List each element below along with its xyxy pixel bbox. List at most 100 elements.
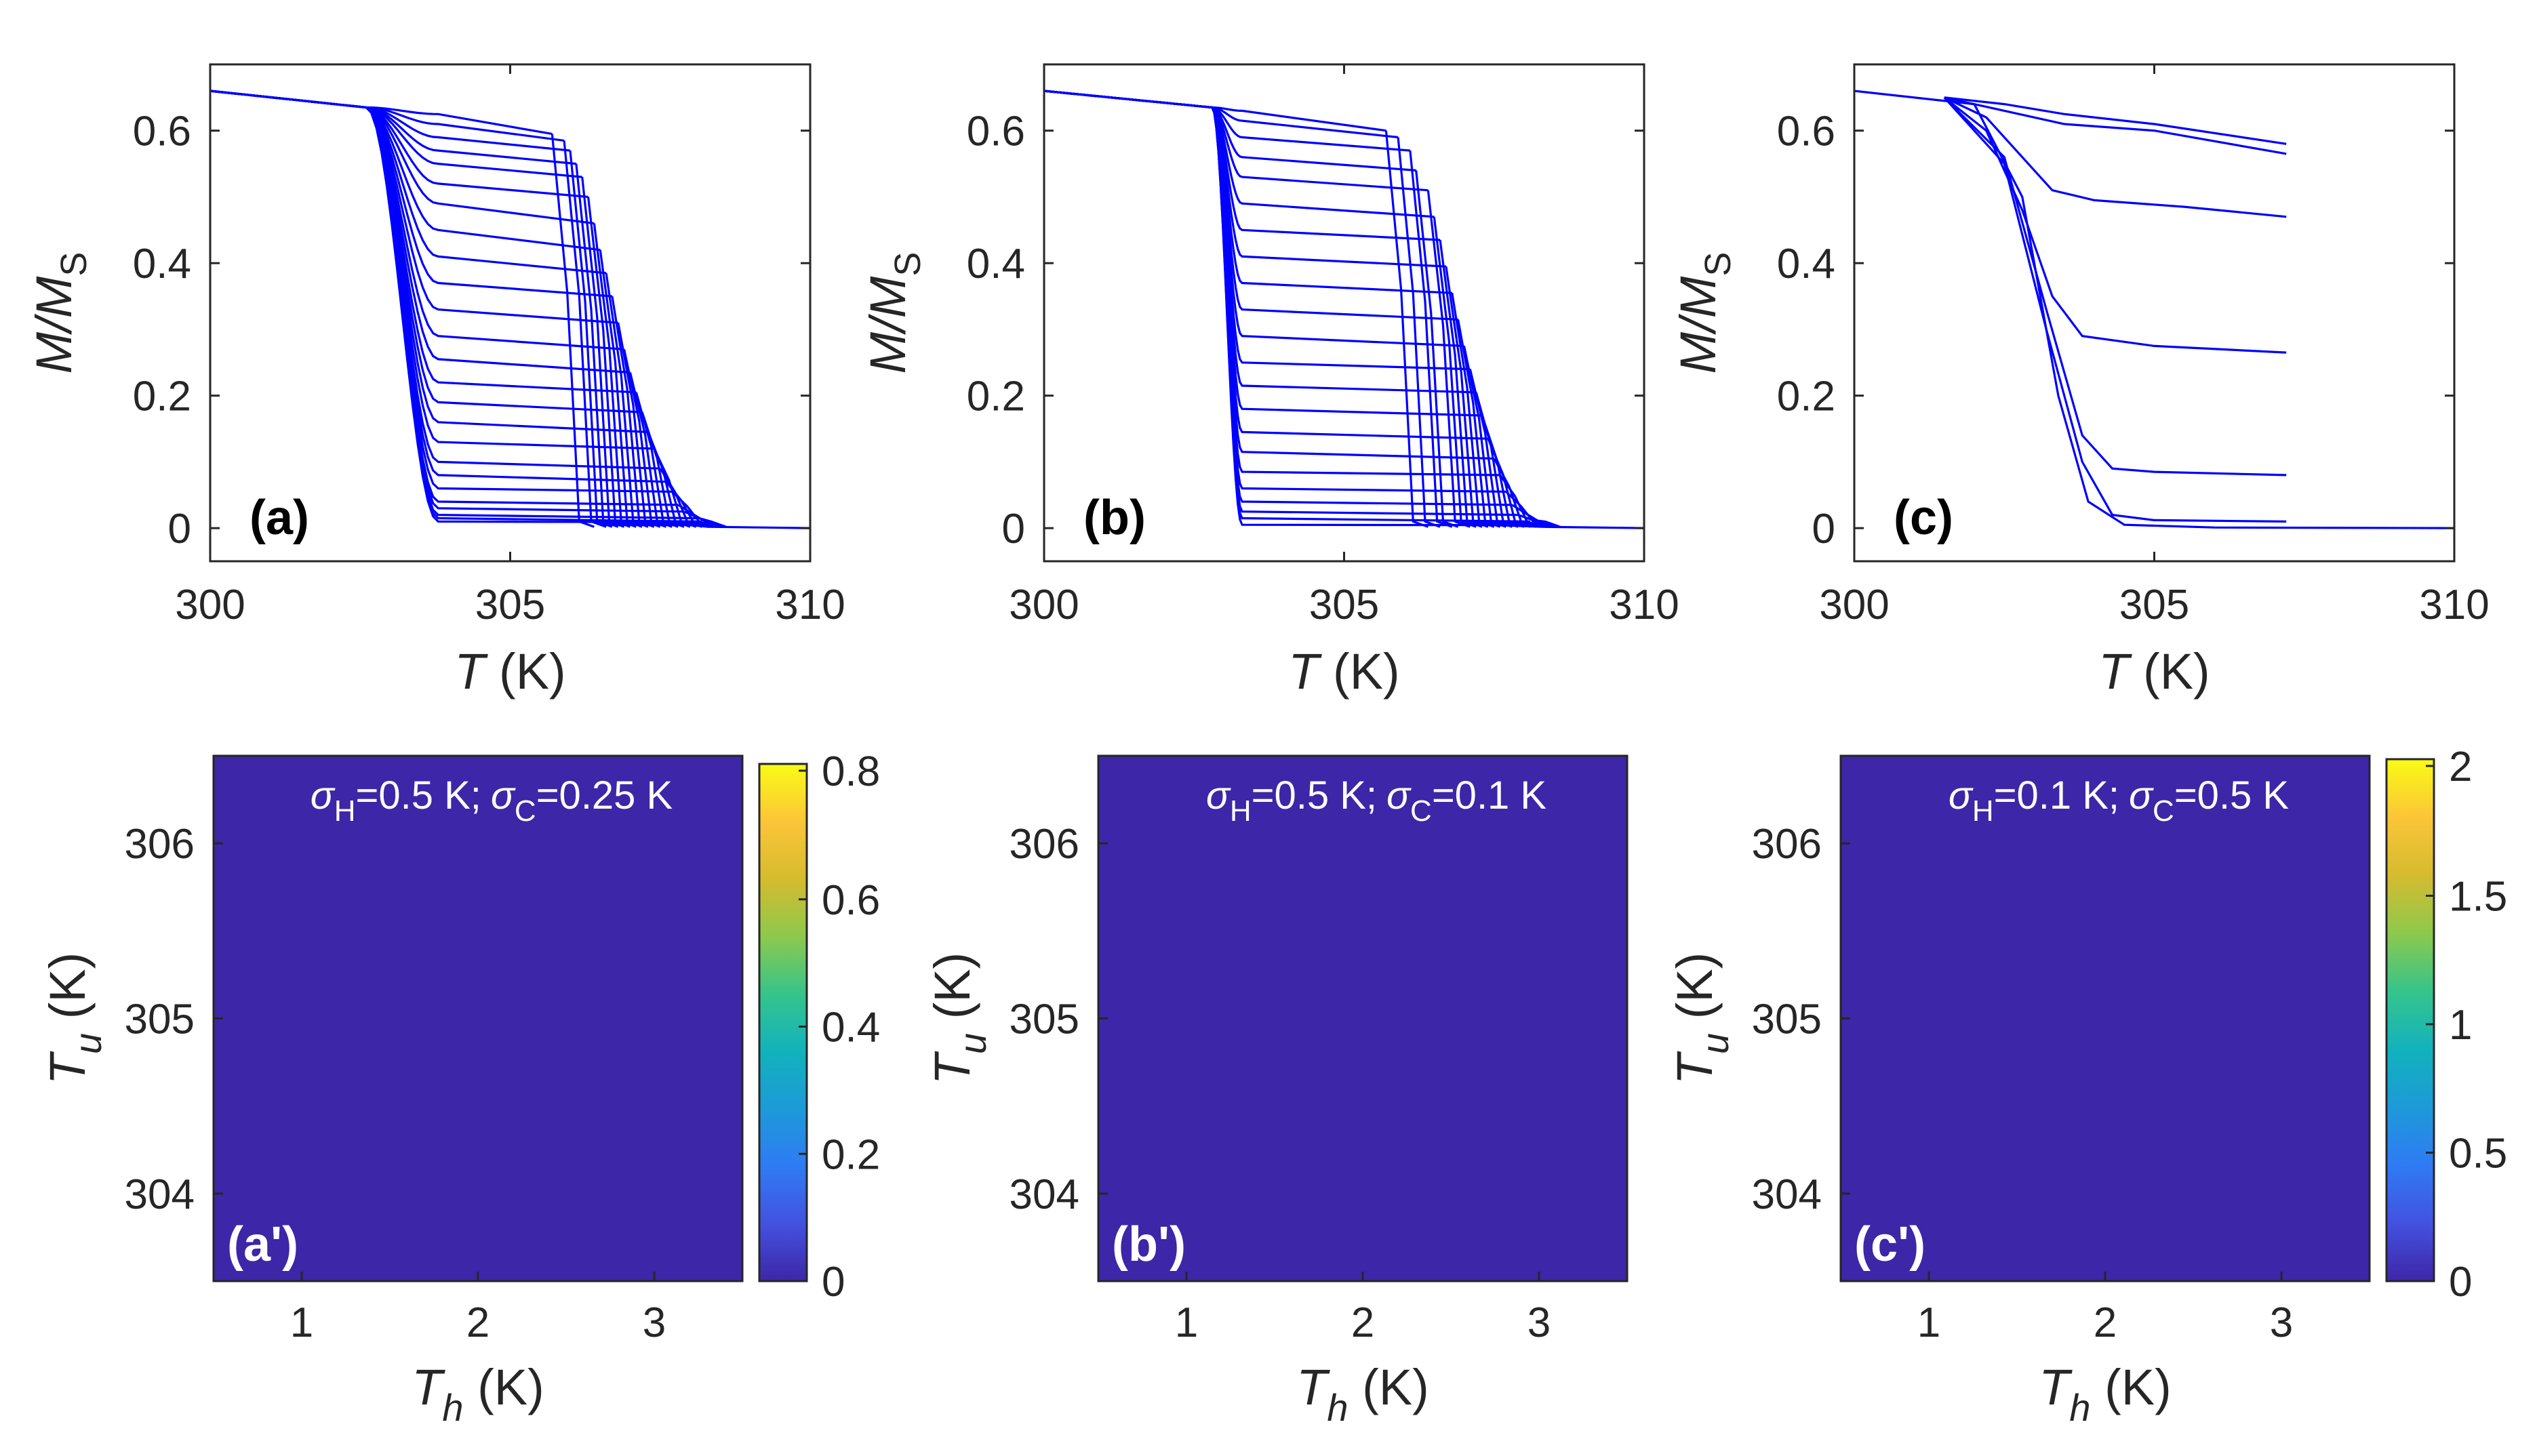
curve-c3 bbox=[1943, 96, 2287, 354]
x-tick-label: 300 bbox=[1009, 582, 1079, 628]
x-tick-label: 305 bbox=[2119, 582, 2189, 628]
y-tick-label: 0 bbox=[1002, 506, 1025, 552]
plot-frame bbox=[1043, 63, 1645, 563]
colorbar-tick-label: 0.5 bbox=[2449, 1131, 2507, 1177]
y-tick-label: 0.6 bbox=[1777, 108, 1835, 155]
y-tick-label: 305 bbox=[1752, 996, 1822, 1043]
y-tick-label: 0.2 bbox=[133, 373, 191, 420]
curve-m10-return bbox=[641, 411, 685, 528]
curve-m9 bbox=[210, 89, 649, 433]
curve-m22-return bbox=[569, 150, 613, 528]
panel-label: (c) bbox=[1894, 491, 1953, 545]
curve-c2 bbox=[1943, 96, 2287, 477]
curve-m14-return bbox=[617, 322, 661, 528]
curve-m3-return bbox=[1511, 504, 1555, 528]
plot-frame bbox=[1853, 63, 2456, 563]
x-axis-label: Th (K) bbox=[1296, 1359, 1429, 1429]
y-tick-label: 306 bbox=[1752, 821, 1822, 868]
colorbar-tick-label: 0.2 bbox=[822, 1131, 880, 1178]
y-axis-label: M/MS bbox=[26, 252, 94, 374]
panel-label: (a') bbox=[227, 1217, 298, 1272]
panel-label: (c') bbox=[1854, 1217, 1925, 1272]
x-axis-label: T (K) bbox=[2098, 643, 2210, 700]
y-axis-label: M/MS bbox=[1670, 252, 1738, 374]
x-tick-label: 2 bbox=[2094, 1299, 2117, 1346]
colorbar-tick-label: 0.8 bbox=[822, 748, 880, 795]
curve-m16-return bbox=[605, 272, 649, 528]
x-tick-label: 3 bbox=[2270, 1299, 2293, 1346]
curve-m15-return bbox=[611, 296, 655, 528]
y-tick-label: 0 bbox=[168, 506, 191, 552]
x-tick-label: 1 bbox=[290, 1299, 313, 1346]
curve-m21-return bbox=[1384, 130, 1429, 528]
y-tick-label: 306 bbox=[1010, 821, 1079, 868]
curve-m17-return bbox=[599, 249, 643, 528]
x-tick-label: 3 bbox=[643, 1299, 666, 1346]
curve-outer-plateau bbox=[1044, 89, 1644, 529]
panel-label: (b') bbox=[1112, 1217, 1186, 1272]
curve-m14 bbox=[210, 89, 618, 324]
y-axis-label: Tu (K) bbox=[39, 952, 109, 1085]
curve-c6 bbox=[1944, 96, 2287, 145]
curve-m21 bbox=[1044, 89, 1386, 132]
colorbar-tick-label: 1 bbox=[2449, 1002, 2472, 1049]
x-axis-label: Th (K) bbox=[412, 1359, 544, 1429]
x-tick-label: 3 bbox=[1527, 1299, 1551, 1346]
line-chart-2: 300 305 310 0 0.2 0.4 0.6 T (K) M/MS (c) bbox=[1670, 63, 2490, 700]
curve-m10-return bbox=[1469, 369, 1513, 528]
y-tick-label: 304 bbox=[125, 1171, 195, 1218]
x-axis-label: T (K) bbox=[454, 643, 565, 700]
sigma-annotation: σH=0.5 K; σC=0.1 K bbox=[1206, 773, 1547, 828]
curve-m18 bbox=[1044, 89, 1416, 171]
colorbar-tick-label: 1.5 bbox=[2449, 874, 2507, 921]
x-tick-label: 2 bbox=[1351, 1299, 1374, 1346]
bottom-row-heatmaps: 1 2 3 304 305 306 Th (K) Tu (K) σH=0.5 K; σC=0.25… bbox=[39, 744, 2507, 1429]
curve-m19-return bbox=[587, 197, 631, 528]
colorbar-gradient bbox=[2385, 758, 2435, 1282]
x-tick-label: 1 bbox=[1917, 1299, 1940, 1346]
curve-m11-return bbox=[635, 392, 679, 528]
curve-m18-return bbox=[1415, 170, 1459, 528]
heatmap-1: 1 2 3 304 305 306 Th (K) Tu (K) σH=0.5 K; σC=0.1 … bbox=[924, 754, 1629, 1429]
panel-label: (b) bbox=[1083, 491, 1146, 545]
sigma-annotation: σH=0.1 K; σC=0.5 K bbox=[1949, 773, 2290, 828]
curve-group bbox=[1854, 89, 2454, 529]
curve-m14 bbox=[1044, 89, 1446, 268]
curve-m24-return bbox=[551, 134, 595, 528]
x-tick-label: 300 bbox=[1819, 582, 1889, 628]
x-tick-label: 1 bbox=[1175, 1299, 1198, 1346]
curve-m7-return bbox=[659, 468, 703, 528]
curve-m21-return bbox=[575, 163, 619, 528]
colorbar: 0 0.5 1 1.5 2 bbox=[2385, 744, 2507, 1306]
y-tick-label: 304 bbox=[1752, 1171, 1822, 1218]
panel-label: (a) bbox=[249, 491, 309, 545]
y-tick-label: 0.6 bbox=[967, 108, 1025, 155]
curve-m24 bbox=[210, 89, 553, 136]
colorbar: 0 0.2 0.4 0.6 0.8 bbox=[758, 748, 880, 1306]
y-tick-label: 305 bbox=[1010, 996, 1079, 1043]
curve-m17 bbox=[1044, 89, 1429, 192]
y-tick-label: 0.2 bbox=[1777, 373, 1835, 420]
curve-m2 bbox=[210, 89, 696, 520]
top-row-line-charts: 300 305 310 0 0.2 0.4 0.6 T (K) M/MS (a) 300 305 310… bbox=[26, 63, 2490, 700]
curve-m16-return bbox=[1433, 216, 1477, 528]
curve-m12-return bbox=[628, 372, 673, 528]
x-tick-label: 310 bbox=[1609, 582, 1679, 628]
curve-group bbox=[1044, 89, 1644, 529]
curve-c5 bbox=[1944, 96, 2287, 155]
heatmap-background bbox=[1098, 756, 1627, 1281]
x-tick-label: 310 bbox=[2419, 582, 2489, 628]
curve-m11-return bbox=[1462, 346, 1506, 528]
curve-m9 bbox=[1044, 89, 1477, 394]
heatmap-0: 1 2 3 304 305 306 Th (K) Tu (K) σH=0.5 K; σC=0.25… bbox=[39, 748, 880, 1429]
curve-m13-return bbox=[623, 348, 667, 528]
colorbar-gradient bbox=[758, 763, 808, 1282]
curve-m19-return bbox=[1409, 150, 1453, 528]
y-tick-label: 0 bbox=[1812, 506, 1835, 552]
y-tick-label: 305 bbox=[125, 996, 195, 1043]
colorbar-tick-label: 0 bbox=[2449, 1259, 2472, 1306]
line-chart-0: 300 305 310 0 0.2 0.4 0.6 T (K) M/MS (a) bbox=[26, 63, 845, 700]
y-tick-label: 0.4 bbox=[1777, 241, 1835, 287]
y-tick-label: 306 bbox=[125, 821, 195, 868]
